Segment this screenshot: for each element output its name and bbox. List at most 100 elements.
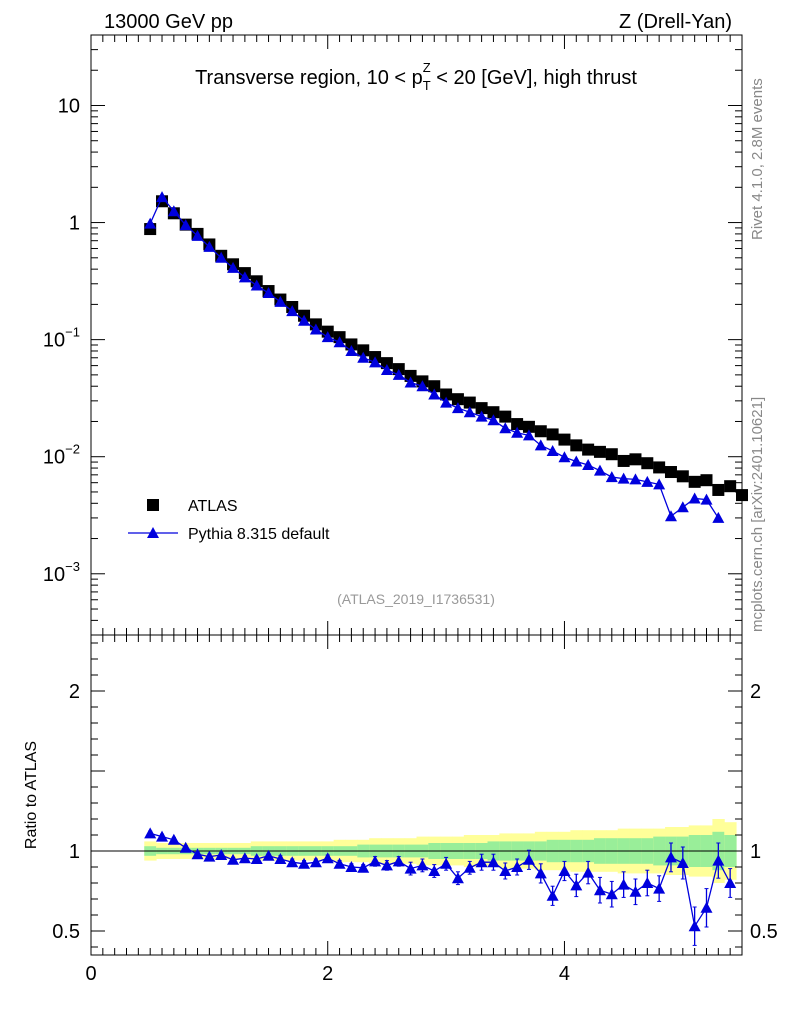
atlas-data-point	[653, 461, 666, 474]
atlas-data-point	[463, 396, 476, 409]
atlas-data-point	[712, 483, 725, 496]
atlas-data-point	[522, 420, 535, 433]
atlas-data-point	[404, 369, 417, 382]
ratio-data-point	[167, 833, 180, 845]
pythia-data-point	[641, 475, 654, 487]
pythia-data-point	[144, 217, 157, 229]
ratio-data-point	[250, 853, 263, 864]
ratio-data-point	[629, 885, 642, 897]
ratio-y-tick-label-right: 0.5	[750, 921, 778, 943]
ratio-data-point	[321, 852, 334, 864]
mcplots-reference-label: mcplots.cern.ch [arXiv:2401.10621]	[749, 397, 766, 632]
ratio-axis-ticks	[90, 635, 743, 955]
pythia-data-point	[286, 305, 299, 317]
pythia-data-point	[440, 396, 453, 408]
pythia-data-point	[546, 444, 559, 456]
ratio-data-point	[416, 859, 429, 871]
pythia-data-point	[451, 402, 464, 414]
ratio-data-point	[451, 872, 464, 884]
ratio-data-point	[463, 861, 476, 873]
atlas-data-point	[345, 338, 358, 351]
atlas-data-point	[605, 448, 618, 461]
ratio-data-point	[546, 889, 559, 901]
ratio-data-point	[286, 856, 299, 868]
pythia-data-point	[262, 287, 275, 299]
atlas-data-point	[558, 433, 571, 446]
x-tick-label: 4	[559, 963, 570, 985]
atlas-data-point	[617, 454, 630, 467]
ratio-data-point	[191, 848, 204, 860]
ratio-y-tick-label-left: 2	[69, 681, 80, 703]
pythia-data-point	[653, 478, 666, 490]
pythia-data-point	[700, 493, 713, 505]
pythia-data-point	[593, 464, 606, 476]
ratio-data-point	[605, 888, 618, 900]
ratio-y-tick-label-right: 2	[750, 681, 761, 703]
atlas-data-point	[582, 443, 595, 456]
ratio-data-point	[345, 861, 358, 872]
pythia-data-point	[629, 473, 642, 485]
atlas-data-point	[357, 344, 370, 357]
atlas-data-point	[428, 380, 441, 393]
ratio-data-point	[179, 841, 192, 853]
ratio-data-point	[664, 851, 677, 863]
atlas-data-point	[664, 466, 677, 479]
collision-energy-label: 13000 GeV pp	[104, 11, 233, 33]
ratio-data-point	[333, 857, 346, 869]
ratio-data-point	[570, 879, 583, 891]
plot-title: Transverse region, 10 < pZ T < 20 [GeV], …	[195, 60, 637, 93]
ratio-data-point	[499, 865, 512, 876]
pythia-data-point	[605, 471, 618, 483]
ratio-data-point	[274, 853, 287, 864]
pythia-data-point	[463, 406, 476, 418]
ratio-data-point	[144, 827, 157, 839]
legend: ATLAS Pythia 8.315 default	[128, 498, 330, 543]
ratio-data-point	[676, 857, 689, 868]
atlas-data-point	[440, 388, 453, 401]
main-plot-panel: 10 1 10−1 10−2 10−3 Transverse region, 10 < …	[43, 34, 748, 636]
ratio-data-point	[227, 853, 240, 865]
atlas-data-point	[546, 428, 559, 441]
ratio-data-point	[593, 884, 606, 896]
pythia-data-point	[345, 344, 358, 356]
pythia-data-point	[380, 364, 393, 376]
ratio-data-point	[262, 849, 275, 861]
pythia-data-point	[511, 426, 524, 438]
ratio-data-point	[440, 857, 453, 869]
pythia-data-point	[250, 279, 263, 291]
x-tick-label: 0	[85, 963, 96, 985]
pythia-data-point	[522, 429, 535, 441]
x-tick-label: 2	[322, 963, 333, 985]
ratio-data-point	[369, 855, 382, 867]
pythia-data-point	[617, 472, 630, 484]
atlas-data-point	[676, 470, 689, 483]
ratio-tick-labels: 2 21 10.5 0.50 2 4	[52, 681, 778, 985]
pythia-data-point	[416, 380, 429, 392]
pythia-data-point	[369, 356, 382, 368]
ratio-data-point	[298, 857, 311, 869]
ratio-data-point	[215, 849, 228, 860]
ratio-plot-frame	[90, 634, 743, 956]
atlas-data-point	[570, 439, 583, 452]
ratio-data-point	[641, 877, 654, 888]
rivet-version-label: Rivet 4.1.0, 2.8M events	[749, 78, 766, 240]
atlas-data-point	[380, 357, 393, 370]
pythia-data-point	[309, 323, 322, 335]
pythia-data-point	[676, 501, 689, 513]
pythia-data-point	[167, 205, 180, 217]
ratio-data-point	[712, 854, 725, 866]
legend-pythia-marker	[147, 527, 159, 538]
ratio-data-point	[522, 853, 535, 865]
pythia-data-point	[298, 314, 311, 326]
ratio-data-point	[309, 856, 322, 868]
atlas-data-point	[511, 418, 524, 431]
atlas-data-point	[451, 393, 464, 406]
pythia-line	[149, 195, 719, 519]
pythia-data-point	[534, 439, 547, 451]
ratio-data-point	[392, 855, 405, 867]
ratio-data-point	[238, 852, 251, 864]
legend-atlas-marker	[147, 499, 159, 511]
main-y-tick-label: 10−1	[43, 325, 80, 352]
ratio-data-point	[428, 865, 441, 876]
main-y-tick-label: 10	[58, 95, 80, 117]
